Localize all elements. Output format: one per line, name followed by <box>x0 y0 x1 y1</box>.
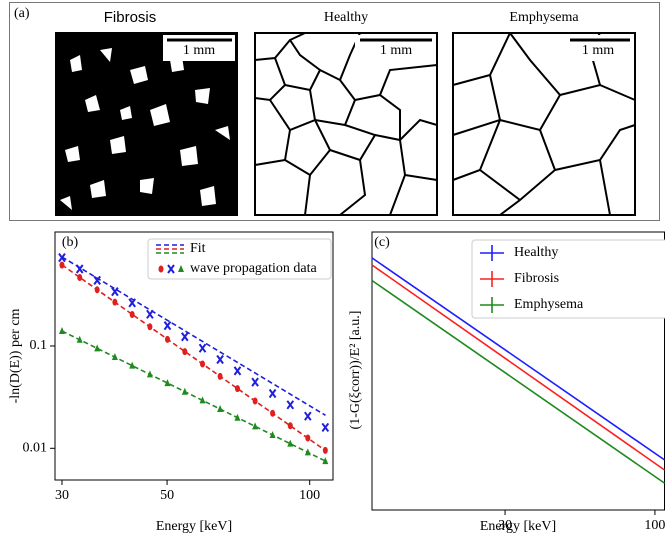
marker <box>252 422 259 430</box>
marker <box>233 366 242 376</box>
marker <box>286 400 295 410</box>
marker <box>77 273 83 281</box>
legend-swatch <box>167 264 175 274</box>
image-title: Healthy <box>324 10 368 25</box>
panel-label: (c) <box>374 235 390 250</box>
scale-bar-label: 1 mm <box>582 43 614 58</box>
marker <box>128 298 136 308</box>
legend-label: Fibrosis <box>514 271 559 286</box>
marker <box>146 370 153 378</box>
y-axis-label: -ln(D(E)) per cm <box>8 308 23 403</box>
marker <box>269 430 276 438</box>
marker <box>164 379 171 387</box>
y-tick-label: 0.1 <box>30 338 48 353</box>
marker <box>287 439 294 447</box>
marker <box>93 275 101 285</box>
fibrosis-image <box>55 32 238 216</box>
marker <box>270 409 276 417</box>
series-line <box>371 264 665 471</box>
x-tick-label: 100 <box>644 518 665 533</box>
panel-a-frame <box>9 2 660 221</box>
x-tick-label: 30 <box>55 488 69 503</box>
marker <box>112 298 118 306</box>
x-tick-label: 30 <box>498 518 512 533</box>
marker <box>181 332 189 342</box>
healthy-image <box>254 32 438 216</box>
x-tick-label: 50 <box>160 488 174 503</box>
series-line <box>371 257 665 461</box>
marker <box>216 354 224 365</box>
marker <box>182 348 188 356</box>
marker <box>59 261 65 269</box>
marker <box>129 361 136 369</box>
marker <box>322 446 328 454</box>
panel-label: (b) <box>62 235 79 250</box>
marker <box>94 286 100 294</box>
image-title: Fibrosis <box>104 9 157 26</box>
x-axis-label: Energy [keV] <box>156 519 232 534</box>
x-tick-label: 100 <box>299 488 320 503</box>
y-axis-label: (1-G(ξcorr))/E² [a.u.] <box>348 311 363 430</box>
series-line <box>61 256 326 416</box>
legend-label: Emphysema <box>514 297 584 312</box>
series-line <box>61 264 326 452</box>
marker <box>304 448 311 456</box>
marker <box>268 388 277 399</box>
marker <box>217 372 223 380</box>
scale-bar-label: 1 mm <box>183 43 215 58</box>
marker <box>217 405 224 413</box>
marker <box>181 387 188 395</box>
image-title: Emphysema <box>509 10 579 25</box>
marker <box>234 385 240 393</box>
marker <box>322 457 329 465</box>
marker <box>147 323 153 331</box>
y-tick-label: 0.01 <box>23 441 48 456</box>
marker <box>198 343 207 353</box>
marker <box>163 321 172 331</box>
series-line <box>61 330 326 462</box>
legend-label: Healthy <box>514 245 558 260</box>
legend-label: wave propagation data <box>190 261 318 276</box>
scale-bar-label: 1 mm <box>380 43 412 58</box>
marker <box>305 434 311 442</box>
marker <box>146 309 154 319</box>
marker <box>58 327 65 335</box>
legend-label: Fit <box>190 241 206 256</box>
marker <box>287 422 293 430</box>
x-axis-label: Energy [keV] <box>480 519 556 534</box>
marker <box>164 335 170 343</box>
marker <box>252 397 258 405</box>
marker <box>321 422 330 433</box>
series-line <box>371 279 665 484</box>
panel-label: (a) <box>14 6 30 21</box>
marker <box>76 335 83 343</box>
marker <box>58 253 66 263</box>
legend-box <box>147 238 332 280</box>
marker <box>111 353 118 361</box>
marker <box>111 286 119 297</box>
marker <box>234 413 241 421</box>
marker <box>251 377 259 387</box>
legend-swatch <box>178 265 184 272</box>
plot-frame <box>54 231 334 481</box>
emphysema-image <box>452 32 636 216</box>
legend-swatch <box>158 265 164 273</box>
marker <box>304 411 312 421</box>
marker <box>200 360 206 368</box>
marker <box>129 311 135 319</box>
marker <box>94 344 101 352</box>
marker <box>199 396 206 404</box>
marker <box>75 264 84 274</box>
legend-box <box>471 239 665 319</box>
